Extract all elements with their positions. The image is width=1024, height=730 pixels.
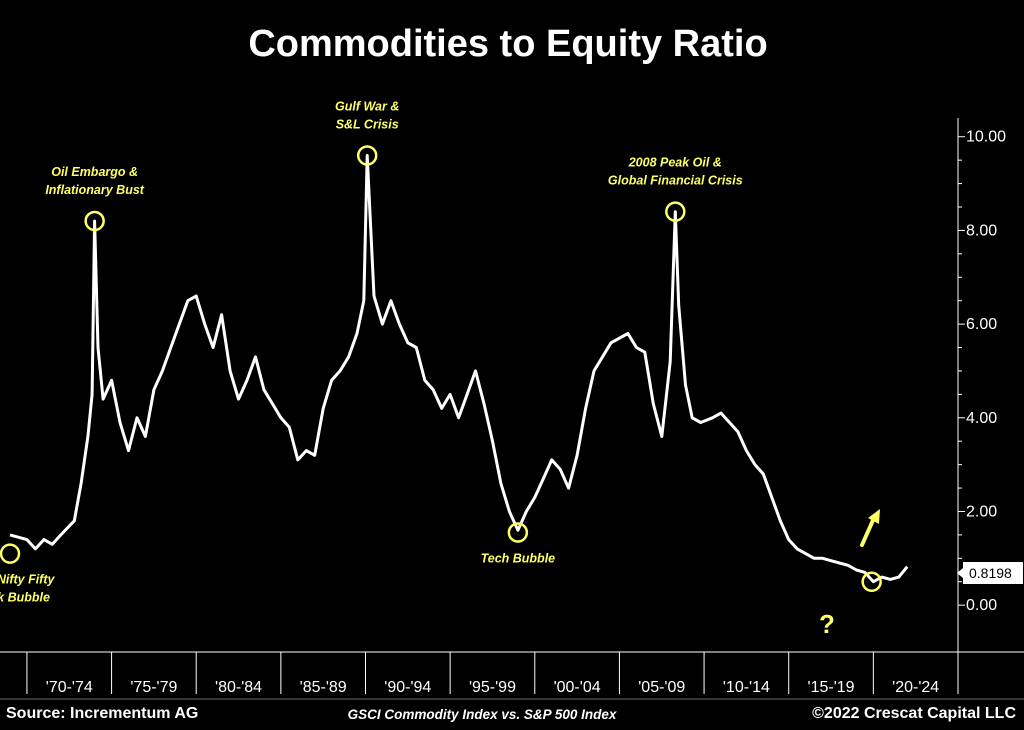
series-line — [9, 154, 909, 584]
x-tick-label: '20-'24 — [892, 679, 939, 696]
x-tick-label: '75-'79 — [130, 679, 177, 696]
annotation-circle — [0, 543, 21, 564]
x-axis: '70-'74 '75-'79 '80-'84 '85-'89 '90-'94 '95-'… — [0, 651, 1024, 696]
x-tick-label: '00-'04 — [554, 679, 601, 696]
annotation-label: Oil Embargo & — [51, 165, 138, 179]
up-arrow-icon — [860, 509, 880, 547]
last-value-marker: 0.8198 — [957, 562, 1023, 584]
x-tick-label: '80-'84 — [215, 679, 262, 696]
annotation-circle — [507, 522, 529, 543]
y-tick-label: 6.00 — [966, 316, 997, 333]
question-mark: ? — [819, 609, 835, 639]
x-tick-label: '70-'74 — [46, 679, 93, 696]
y-tick-label: 8.00 — [966, 222, 997, 239]
annotation-label: Global Financial Crisis — [608, 174, 743, 188]
annotation-circle — [84, 210, 105, 232]
chart-title: Commodities to Equity Ratio — [248, 23, 767, 65]
annotation-circle — [356, 145, 378, 166]
annotation-label: Tech Bubble — [481, 552, 556, 566]
x-tick-label: '15-'19 — [808, 679, 855, 696]
footer-subtitle: GSCI Commodity Index vs. S&P 500 Index — [348, 707, 617, 722]
x-tick-label: '90-'94 — [384, 679, 431, 696]
last-value-label: 0.8198 — [969, 565, 1012, 581]
last-value-pointer — [957, 568, 963, 578]
annotation-label: Inflationary Bust — [45, 183, 144, 197]
annotation-label: 1972 Nifty Fifty — [0, 573, 56, 587]
annotations: Oil Embargo & Inflationary Bust Gulf War &… — [0, 99, 882, 605]
annotation-label: 2008 Peak Oil & — [628, 156, 722, 170]
annotation-circle — [665, 201, 686, 222]
x-tick-label: '10-'14 — [723, 679, 770, 696]
last-value-box — [963, 562, 1023, 584]
annotation-label: S&L Crisis — [336, 117, 399, 131]
footer-copyright: ©2022 Crescat Capital LLC — [812, 705, 1016, 722]
plot-area — [9, 154, 909, 584]
y-axis: 10.00 8.00 6.00 4.00 2.00 0.00 — [957, 118, 1006, 652]
x-tick-label: '05-'09 — [638, 679, 685, 696]
footer-source: Source: Incrementum AG — [6, 705, 198, 722]
annotation-label: Gulf War & — [335, 99, 399, 113]
y-tick-label: 2.00 — [966, 503, 997, 520]
y-tick-label: 0.00 — [966, 597, 997, 614]
y-tick-label: 10.00 — [966, 129, 1006, 146]
x-tick-label: '95-'99 — [469, 679, 516, 696]
x-tick-label: '85-'89 — [300, 679, 347, 696]
annotation-circle — [861, 571, 882, 592]
annotation-label: Stock Bubble — [0, 591, 50, 605]
y-tick-label: 4.00 — [966, 410, 997, 427]
